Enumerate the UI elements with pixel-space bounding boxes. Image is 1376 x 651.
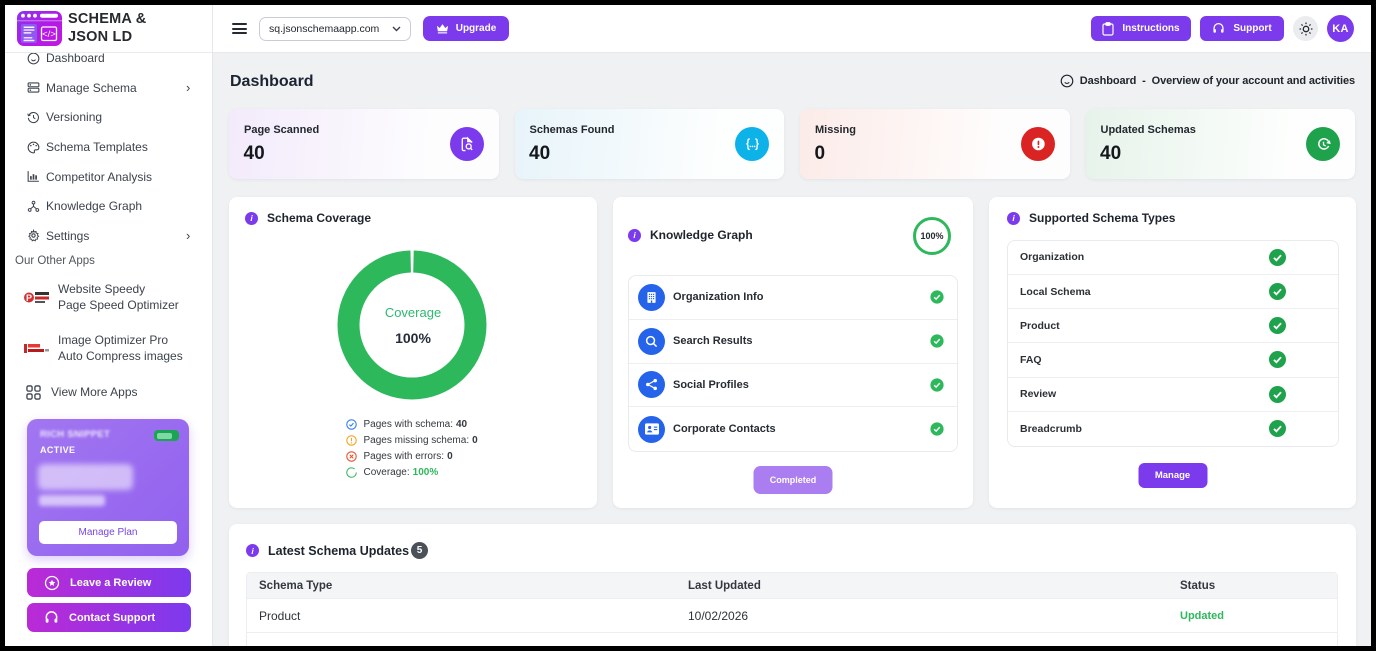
svg-text:</>: </> — [42, 29, 56, 40]
svg-text:P: P — [26, 293, 32, 303]
